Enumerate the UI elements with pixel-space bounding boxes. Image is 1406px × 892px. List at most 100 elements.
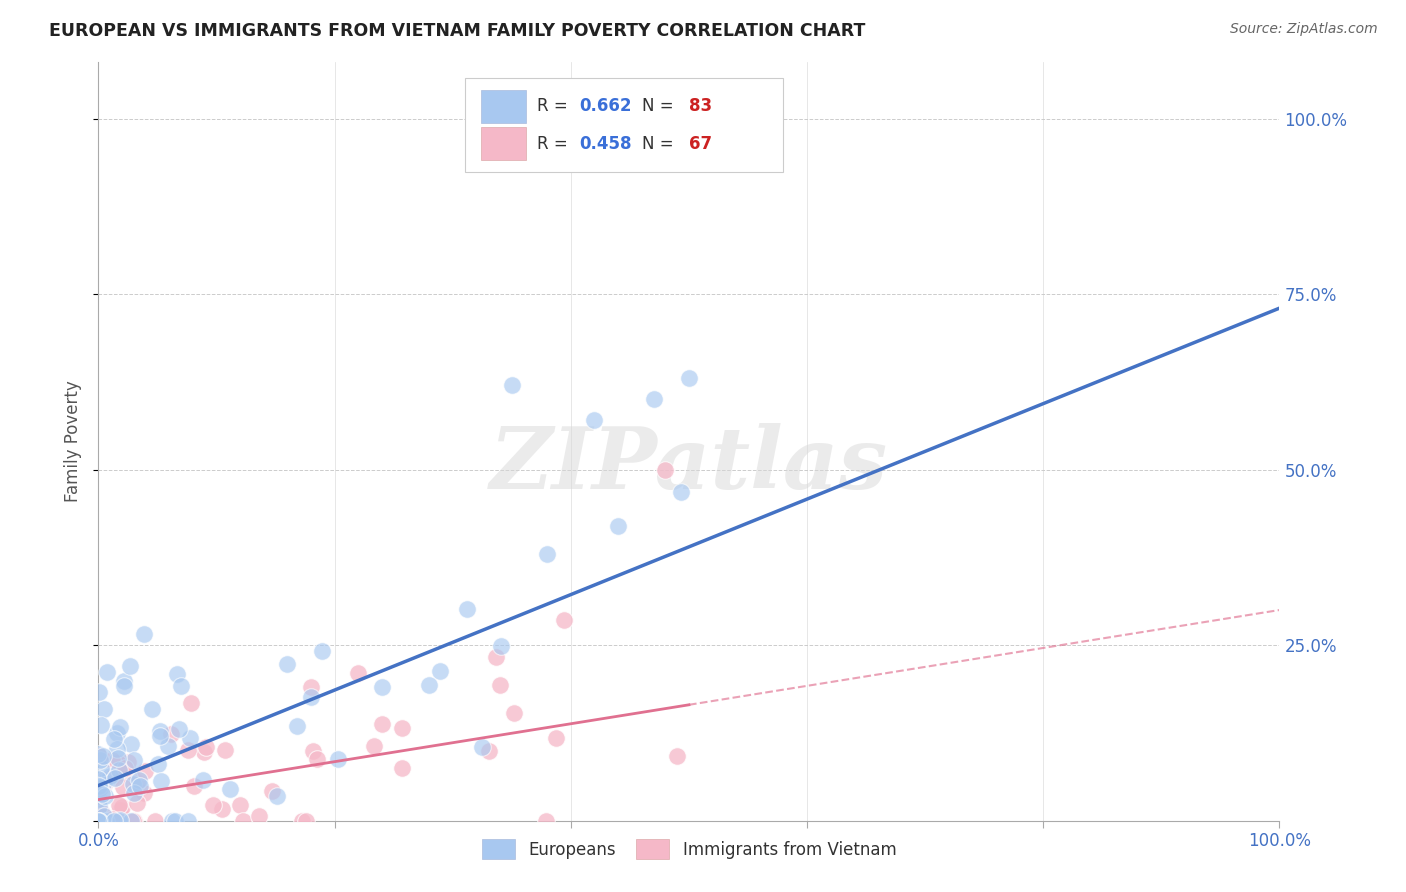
Point <box>87 792 110 806</box>
Point <box>121 777 143 791</box>
Point <box>156 739 179 753</box>
Point <box>285 719 308 733</box>
Point <box>295 814 318 828</box>
Point <box>302 744 325 758</box>
Point <box>391 761 413 775</box>
Point <box>103 814 125 828</box>
Text: N =: N = <box>641 135 679 153</box>
Point <box>118 658 141 673</box>
Point <box>534 814 557 828</box>
Text: R =: R = <box>537 97 572 115</box>
Point <box>120 814 142 828</box>
Point <box>108 813 131 827</box>
Point <box>104 771 127 785</box>
Text: N =: N = <box>641 97 679 115</box>
Point <box>478 744 501 758</box>
Point <box>141 702 163 716</box>
Point <box>87 814 110 828</box>
Point <box>117 755 139 769</box>
Point <box>544 731 567 745</box>
Point <box>169 680 191 694</box>
Point <box>89 814 111 828</box>
Point <box>276 657 298 672</box>
Point <box>370 717 392 731</box>
Point <box>87 814 110 828</box>
Point <box>107 798 129 813</box>
Point <box>536 547 558 561</box>
Point <box>87 784 110 798</box>
Point <box>108 814 131 828</box>
Point <box>177 742 200 756</box>
Point <box>93 809 115 823</box>
Point <box>193 745 215 759</box>
Point <box>553 613 575 627</box>
Point <box>93 789 115 804</box>
Point <box>149 730 172 744</box>
Point <box>87 747 110 761</box>
Point <box>93 702 115 716</box>
Text: R =: R = <box>537 135 572 153</box>
Point <box>90 761 112 775</box>
Point <box>149 723 172 738</box>
Point <box>107 756 129 771</box>
Point <box>260 784 283 798</box>
Point <box>112 765 135 780</box>
Point <box>89 814 111 828</box>
Point <box>112 679 135 693</box>
Point <box>89 780 111 795</box>
Point <box>193 773 215 788</box>
Point <box>112 673 135 688</box>
Point <box>87 684 110 698</box>
Point <box>229 797 252 812</box>
Point <box>180 696 202 710</box>
Point <box>134 764 156 778</box>
Legend: Europeans, Immigrants from Vietnam: Europeans, Immigrants from Vietnam <box>475 833 903 865</box>
Point <box>643 392 665 407</box>
Point <box>124 814 146 828</box>
Y-axis label: Family Poverty: Family Poverty <box>65 381 83 502</box>
Text: 0.458: 0.458 <box>579 135 631 153</box>
Point <box>211 801 233 815</box>
Point <box>105 814 128 828</box>
Point <box>91 787 114 801</box>
Point <box>311 644 333 658</box>
Point <box>87 785 110 799</box>
Point <box>90 814 112 828</box>
Point <box>502 706 524 721</box>
Point <box>89 814 111 828</box>
Point <box>583 413 606 427</box>
Point <box>107 751 129 765</box>
Point <box>132 786 155 800</box>
Point <box>299 690 322 704</box>
Point <box>90 717 112 731</box>
Point <box>471 740 494 755</box>
Point <box>305 752 328 766</box>
Point <box>391 721 413 735</box>
Point <box>108 763 131 777</box>
Point <box>202 798 225 813</box>
Point <box>105 742 128 756</box>
FancyBboxPatch shape <box>464 78 783 172</box>
Point <box>167 722 190 736</box>
Point <box>299 680 322 694</box>
Point <box>98 769 121 783</box>
Point <box>122 814 145 828</box>
Text: 83: 83 <box>689 97 711 115</box>
Point <box>87 814 110 828</box>
Point <box>232 814 254 828</box>
Point <box>105 726 128 740</box>
Point <box>96 665 118 679</box>
Point <box>214 743 236 757</box>
Point <box>183 779 205 793</box>
Point <box>111 800 134 814</box>
Point <box>100 814 122 828</box>
Text: 67: 67 <box>689 135 711 153</box>
Point <box>326 752 349 766</box>
Point <box>489 678 512 692</box>
Point <box>166 667 188 681</box>
Point <box>429 665 451 679</box>
Text: EUROPEAN VS IMMIGRANTS FROM VIETNAM FAMILY POVERTY CORRELATION CHART: EUROPEAN VS IMMIGRANTS FROM VIETNAM FAMI… <box>49 22 866 40</box>
Point <box>347 666 370 681</box>
Point <box>145 814 167 828</box>
Point <box>665 748 688 763</box>
